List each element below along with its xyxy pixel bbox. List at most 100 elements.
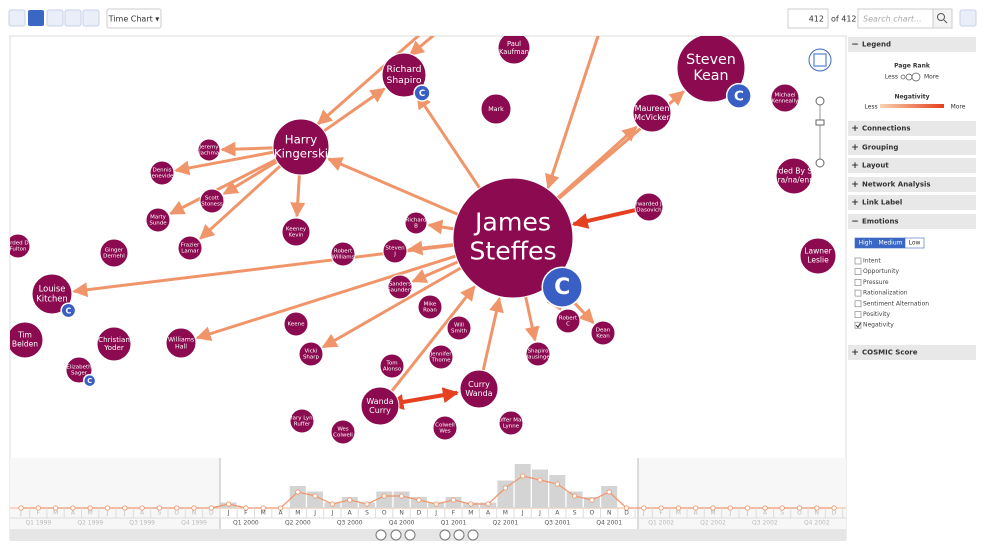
node[interactable] (330, 241, 356, 267)
tool-button[interactable] (82, 9, 100, 27)
pan-center[interactable] (813, 53, 827, 67)
node[interactable] (446, 315, 472, 341)
node[interactable] (590, 320, 616, 346)
badge-label: C (554, 275, 570, 300)
panel-header[interactable] (848, 195, 976, 210)
node[interactable] (281, 217, 311, 247)
node[interactable] (149, 160, 175, 186)
checkbox[interactable] (854, 311, 862, 318)
node[interactable] (197, 138, 221, 162)
node[interactable] (199, 188, 225, 214)
checkbox[interactable] (854, 279, 862, 286)
activity-point (658, 505, 664, 511)
panel-title: Network Analysis (862, 181, 931, 189)
fullscreen-button[interactable] (959, 9, 977, 27)
activity-point (226, 501, 232, 507)
node[interactable] (177, 235, 203, 261)
activity-point (295, 489, 301, 495)
month-label: A (763, 510, 768, 517)
panel-header[interactable] (848, 37, 976, 52)
panel-header[interactable] (848, 121, 976, 136)
node[interactable] (7, 321, 44, 359)
node[interactable] (417, 294, 443, 320)
activity-point (814, 505, 820, 511)
node[interactable] (379, 353, 405, 379)
node[interactable] (775, 157, 813, 195)
zoom-in-button[interactable] (404, 529, 416, 541)
node[interactable] (459, 369, 499, 409)
activity-point (243, 505, 249, 511)
node[interactable] (31, 273, 73, 315)
zoom-handle[interactable] (815, 119, 825, 126)
node-label: Shapiro (528, 348, 550, 354)
edge (323, 87, 386, 133)
activity-point (520, 473, 526, 479)
tool-button[interactable] (8, 9, 26, 27)
activity-point (104, 505, 111, 511)
node-label: Steffes (469, 236, 556, 265)
panel-header[interactable] (848, 214, 976, 229)
node[interactable] (330, 419, 356, 445)
node[interactable] (632, 93, 672, 133)
node[interactable] (799, 237, 837, 275)
view-button[interactable] (106, 8, 162, 29)
panel-header[interactable] (848, 158, 976, 173)
node[interactable] (387, 274, 413, 300)
node[interactable] (360, 386, 400, 426)
node[interactable] (452, 177, 574, 299)
node[interactable] (498, 410, 524, 436)
node-label: Lamar (181, 249, 199, 255)
node[interactable] (283, 311, 309, 337)
node[interactable] (96, 326, 132, 362)
node[interactable] (480, 93, 512, 125)
zoom-out-button[interactable] (390, 529, 402, 541)
edge (327, 157, 459, 216)
panel-header[interactable] (848, 140, 976, 155)
checkbox[interactable] (854, 289, 862, 297)
checkbox[interactable] (854, 257, 862, 265)
level-button[interactable] (904, 237, 925, 249)
node[interactable] (497, 32, 531, 65)
node[interactable] (676, 34, 746, 103)
node[interactable] (770, 83, 800, 113)
panel-header[interactable] (848, 177, 976, 192)
page-input[interactable] (787, 8, 829, 29)
panel-header[interactable] (848, 345, 976, 360)
tool-button[interactable] (46, 9, 64, 27)
node[interactable] (272, 118, 330, 176)
node[interactable] (298, 341, 324, 367)
node[interactable] (289, 408, 315, 434)
node[interactable] (634, 192, 664, 222)
search-button[interactable] (932, 8, 953, 29)
checkbox[interactable] (854, 300, 862, 308)
node[interactable] (382, 238, 408, 264)
node[interactable] (381, 52, 427, 98)
node[interactable] (6, 233, 31, 259)
node[interactable] (428, 344, 454, 370)
checkbox[interactable] (854, 321, 862, 329)
node-label: Louise (39, 284, 66, 294)
tool-button[interactable] (64, 9, 82, 27)
tool-button[interactable] (28, 10, 44, 26)
node[interactable] (145, 207, 171, 233)
zoom-out[interactable] (815, 158, 825, 168)
activity-point (744, 505, 751, 511)
histogram-bar (289, 486, 306, 508)
node[interactable] (404, 211, 428, 235)
prev-button[interactable] (439, 529, 451, 541)
checkbox[interactable] (854, 268, 862, 276)
zoom-in[interactable] (815, 96, 825, 106)
fit-button[interactable] (375, 529, 387, 541)
node[interactable] (525, 341, 551, 367)
quarter-label: Q2 2001 (493, 520, 519, 527)
node[interactable] (555, 308, 581, 334)
next-button[interactable] (467, 529, 479, 541)
quarter-label: Q4 2002 (804, 520, 830, 527)
node-label: Blachman (195, 151, 223, 157)
play-button[interactable] (453, 529, 465, 541)
node-label: Dasovich (636, 208, 662, 214)
node[interactable] (432, 415, 458, 441)
node[interactable] (165, 327, 197, 359)
node[interactable] (99, 238, 129, 268)
node-label: Dean (596, 327, 611, 333)
